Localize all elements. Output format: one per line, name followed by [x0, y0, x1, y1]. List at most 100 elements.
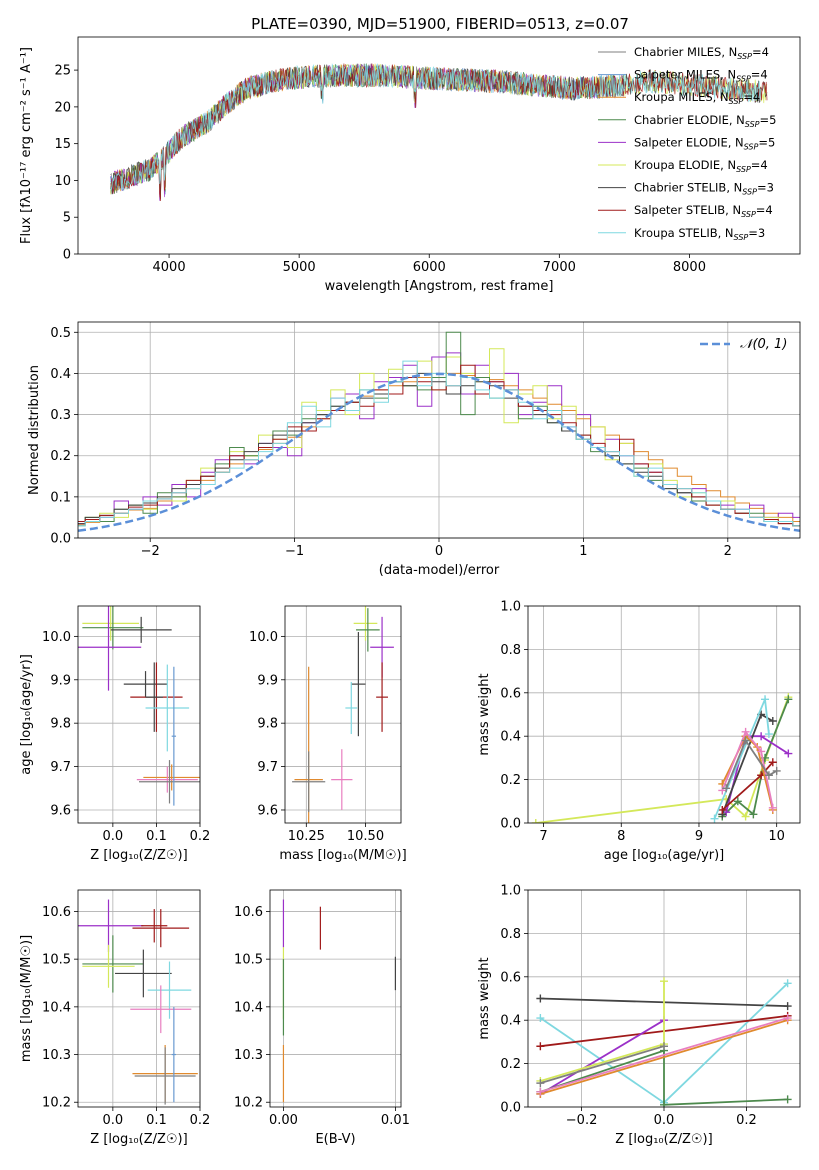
y-tick-label: 0.4 [500, 1014, 521, 1029]
weight-marker [536, 994, 545, 1003]
y-axis-label: mass weight [477, 673, 492, 755]
weight-marker [749, 810, 758, 819]
x-axis-label: Z [log₁₀(Z/Z☉)] [90, 1132, 187, 1147]
weight-marker [783, 1002, 792, 1011]
axes-age_vs_mass: 10.25 10.50 9.6 9.7 9.8 9.9 10.0 mass [log₁₀(M/… [249, 605, 407, 863]
legend-label: Chabrier STELIB, NSSP=3 [634, 181, 774, 197]
y-tick-label: 0.6 [500, 686, 521, 701]
legend-entry: Chabrier ELODIE, NSSP=5 [598, 113, 776, 129]
figure-title: PLATE=0390, MJD=51900, FIBERID=0513, z=0… [251, 15, 629, 33]
weight-series-line [540, 1049, 788, 1106]
axes-weight_vs_Z: −0.2 0.0 0.2 0.0 0.2 0.4 0.6 0.8 1.0 Z [log₁₀(Z/Z… [477, 884, 801, 1147]
x-tick-label: 9 [695, 829, 703, 844]
plot-area-age_vs_Z [78, 606, 200, 806]
x-axis-label: E(B-V) [315, 1132, 355, 1147]
weight-marker [660, 1100, 668, 1107]
errorbar-point [115, 949, 172, 998]
x-axis-label: (data-model)/error [379, 563, 500, 578]
weight-marker [768, 758, 777, 767]
y-tick-label: 9.7 [50, 760, 71, 775]
weight-marker [772, 766, 781, 775]
plot-area-weight_vs_Z [536, 977, 792, 1107]
errorbar-point [353, 606, 378, 641]
y-tick-label: 9.9 [50, 673, 71, 688]
weight-marker [536, 1042, 545, 1051]
histogram-step [78, 348, 800, 527]
y-tick-label: 9.6 [50, 803, 71, 818]
y-tick-label: 10.6 [234, 905, 263, 920]
y-tick-label: 10.5 [234, 953, 263, 968]
axes-frame [77, 36, 801, 255]
y-tick-label: 0.4 [500, 730, 521, 745]
y-tick-label: 10.2 [42, 1096, 71, 1111]
y-tick-label: 0.5 [50, 326, 71, 341]
legend-entry: Salpeter STELIB, NSSP=4 [598, 203, 773, 219]
weight-series-line [725, 738, 778, 789]
errorbar-point [110, 616, 172, 643]
axes-frame [77, 889, 201, 1108]
y-tick-label: 0.1 [50, 490, 71, 505]
x-tick-label: 0.0 [103, 829, 124, 844]
errorbar-point [145, 664, 190, 752]
plot-area-age_vs_mass [292, 606, 394, 823]
x-axis-label: mass [log₁₀(M/M☉)] [279, 848, 406, 863]
y-tick-label: 0.0 [500, 817, 521, 832]
weight-marker [757, 732, 766, 741]
y-tick-label: 0 [63, 248, 71, 263]
axes-frame [77, 605, 201, 824]
legend-entry: Salpeter MILES, NSSP=4 [598, 68, 768, 84]
x-tick-label: 0.00 [269, 1113, 298, 1128]
y-tick-label: 10.3 [234, 1048, 263, 1063]
axes-weight_vs_age: 7 8 9 10 0.0 0.2 0.4 0.6 0.8 1.0 age [log₁₀(age/yr… [477, 600, 801, 863]
errorbar-point [171, 666, 177, 806]
y-tick-label: 0.3 [50, 408, 71, 423]
x-tick-label: 2 [724, 544, 732, 559]
legend-label: Chabrier MILES, NSSP=4 [634, 45, 769, 61]
errorbar-point [356, 608, 380, 652]
axes-mass_vs_ebv: 0.00 0.01 10.2 10.3 10.4 10.5 10.6 E(B-V) [234, 889, 410, 1147]
x-tick-label: 5000 [283, 260, 316, 275]
legend-entry: 𝒩(0, 1) [700, 337, 787, 352]
y-tick-label: 0.0 [50, 532, 71, 547]
axes-mass_vs_Z: 0.0 0.1 0.2 10.2 10.3 10.4 10.5 10.6 Z [log₁₀(Z/… [19, 889, 210, 1147]
legend-entry: Kroupa STELIB, NSSP=3 [598, 226, 765, 242]
x-tick-label: 0.2 [190, 829, 211, 844]
weight-marker [741, 812, 750, 821]
legend-label: Kroupa ELODIE, NSSP=4 [634, 158, 768, 174]
y-tick-label: 10.4 [234, 1000, 263, 1015]
plot-area-residuals [78, 331, 800, 533]
weight-marker [784, 695, 793, 704]
x-tick-label: 1 [579, 544, 587, 559]
y-tick-label: 9.8 [50, 717, 71, 732]
weight-marker [741, 736, 750, 745]
weight-marker [536, 1079, 545, 1088]
axes-spectrum: 4000 5000 6000 7000 8000 0 5 10 15 20 25 wavelength… [19, 36, 801, 294]
x-tick-label: 0.0 [103, 1113, 124, 1128]
errorbar-point [143, 764, 200, 791]
y-tick-label: 5 [63, 211, 71, 226]
x-tick-label: 8 [617, 829, 625, 844]
x-tick-label: −1 [285, 544, 304, 559]
y-tick-label: 10.2 [234, 1096, 263, 1111]
y-tick-label: 0.8 [500, 927, 521, 942]
errorbar-point [351, 632, 366, 737]
errorbar-point [145, 662, 163, 732]
legend-label: Salpeter STELIB, NSSP=4 [634, 203, 773, 219]
y-tick-label: 10.5 [42, 953, 71, 968]
y-tick-label: 0.2 [500, 773, 521, 788]
weight-marker [768, 717, 777, 726]
weight-marker [722, 784, 731, 793]
weight-marker [718, 805, 727, 814]
weight-series-line [540, 1017, 788, 1093]
x-tick-label: 0.1 [146, 1113, 167, 1128]
weight-marker [764, 771, 773, 780]
errorbar-point [136, 766, 198, 793]
y-tick-label: 10.0 [42, 630, 71, 645]
weight-marker [784, 749, 793, 758]
plot-area-mass_vs_ebv [282, 899, 397, 1103]
x-axis-label: Z [log₁₀(Z/Z☉)] [615, 1132, 712, 1147]
x-tick-label: 4000 [153, 260, 186, 275]
legend-entry: Kroupa ELODIE, NSSP=4 [598, 158, 768, 174]
errorbar-point [78, 606, 142, 691]
